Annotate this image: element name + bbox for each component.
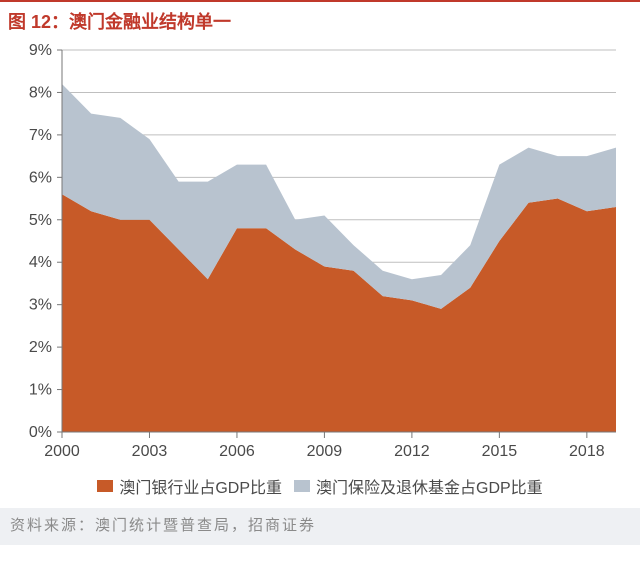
y-axis-tick-label: 1% xyxy=(29,382,52,399)
legend-swatch xyxy=(97,480,113,492)
figure: 图 12：澳门金融业结构单一 0% 1% 2% 3% 4% 5% 6% 7% 8% 9% 2000 2… xyxy=(0,0,640,545)
legend-item: 澳门保险及退休基金占GDP比重 xyxy=(294,474,543,498)
figure-title: 图 12：澳门金融业结构单一 xyxy=(0,0,640,42)
legend-label: 澳门保险及退休基金占GDP比重 xyxy=(316,474,543,498)
area-chart: 0% 1% 2% 3% 4% 5% 6% 7% 8% 9% 2000 2003 2006 2009 2012… xyxy=(8,42,632,462)
source-caption: 资料来源：澳门统计暨普查局，招商证券 xyxy=(0,508,640,545)
y-axis-tick-label: 9% xyxy=(29,42,52,59)
x-axis-tick-label: 2000 xyxy=(44,443,80,460)
y-axis-tick-label: 4% xyxy=(29,254,52,271)
y-axis-tick-label: 6% xyxy=(29,169,52,186)
x-axis-tick-label: 2003 xyxy=(132,443,168,460)
legend-label: 澳门银行业占GDP比重 xyxy=(119,474,282,498)
x-axis-tick-label: 2009 xyxy=(307,443,343,460)
legend-swatch xyxy=(294,480,310,492)
y-axis-tick-label: 7% xyxy=(29,127,52,144)
legend-item: 澳门银行业占GDP比重 xyxy=(97,474,282,498)
x-axis-tick-label: 2012 xyxy=(394,443,430,460)
legend: 澳门银行业占GDP比重 澳门保险及退休基金占GDP比重 xyxy=(0,466,640,508)
x-axis-tick-label: 2018 xyxy=(569,443,605,460)
y-axis-tick-label: 0% xyxy=(29,424,52,441)
x-axis-tick-label: 2006 xyxy=(219,443,255,460)
x-axis-tick-label: 2015 xyxy=(482,443,518,460)
y-axis-tick-label: 5% xyxy=(29,212,52,229)
chart-area: 0% 1% 2% 3% 4% 5% 6% 7% 8% 9% 2000 2003 2006 2009 2012… xyxy=(8,42,632,462)
y-axis-tick-label: 8% xyxy=(29,84,52,101)
y-axis-tick-label: 2% xyxy=(29,339,52,356)
y-axis-tick-label: 3% xyxy=(29,297,52,314)
